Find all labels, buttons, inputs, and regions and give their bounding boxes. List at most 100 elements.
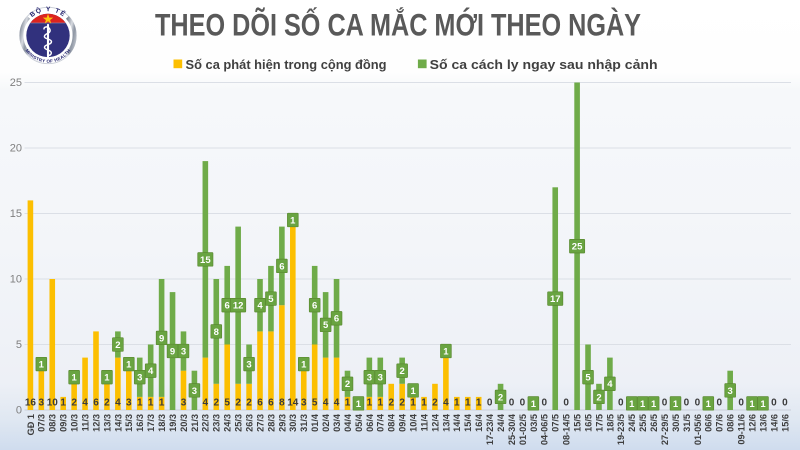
svg-text:0: 0 (487, 397, 493, 408)
svg-text:18/3: 18/3 (157, 414, 167, 432)
svg-text:2: 2 (115, 340, 120, 351)
svg-text:1: 1 (137, 397, 143, 408)
svg-text:1: 1 (104, 373, 110, 384)
svg-text:18/5: 18/5 (605, 414, 615, 432)
svg-text:8: 8 (279, 397, 285, 408)
svg-text:9: 9 (170, 346, 175, 357)
svg-text:26/3: 26/3 (244, 414, 254, 432)
svg-text:1: 1 (367, 397, 373, 408)
svg-text:0: 0 (542, 397, 548, 408)
svg-text:1: 1 (749, 399, 755, 410)
svg-text:6: 6 (93, 397, 99, 408)
svg-text:02/4: 02/4 (321, 413, 331, 432)
svg-text:4: 4 (443, 397, 449, 408)
svg-text:13/4: 13/4 (441, 413, 451, 432)
svg-text:10: 10 (10, 274, 22, 286)
svg-text:1: 1 (378, 397, 384, 408)
svg-text:15/6: 15/6 (780, 414, 790, 432)
svg-text:0: 0 (563, 397, 569, 408)
svg-text:1: 1 (159, 397, 165, 408)
svg-text:11/3: 11/3 (80, 414, 90, 431)
svg-text:4: 4 (82, 397, 88, 408)
svg-text:04-06/5: 04-06/5 (540, 414, 550, 445)
svg-text:1: 1 (410, 397, 416, 408)
svg-text:3: 3 (367, 373, 372, 384)
svg-text:2: 2 (71, 397, 77, 408)
svg-text:14: 14 (287, 397, 299, 408)
svg-text:16/3: 16/3 (135, 414, 145, 432)
svg-text:20/3: 20/3 (179, 414, 189, 432)
svg-text:6: 6 (257, 397, 263, 408)
svg-text:17/5: 17/5 (594, 414, 604, 432)
svg-text:26/5: 26/5 (649, 414, 659, 432)
svg-text:22/3: 22/3 (201, 414, 211, 432)
svg-text:Số ca phát hiện trong cộng đồn: Số ca phát hiện trong cộng đồng (186, 57, 387, 72)
svg-text:3: 3 (181, 397, 187, 408)
svg-text:27/3: 27/3 (255, 414, 265, 432)
svg-text:08-14/5: 08-14/5 (562, 414, 572, 445)
svg-text:16/5: 16/5 (583, 414, 593, 432)
svg-text:4: 4 (148, 366, 154, 377)
svg-text:15: 15 (200, 255, 211, 266)
svg-text:0: 0 (662, 397, 668, 408)
svg-text:09/3: 09/3 (59, 414, 69, 432)
svg-text:15/4: 15/4 (463, 413, 473, 432)
svg-text:07/3: 07/3 (37, 414, 47, 432)
svg-text:14/4: 14/4 (452, 413, 462, 432)
svg-text:2: 2 (498, 392, 503, 403)
svg-text:1: 1 (148, 397, 154, 408)
svg-text:THEO DÕI SỐ CA MẮC MỚI THEO NG: THEO DÕI SỐ CA MẮC MỚI THEO NGÀY (155, 6, 641, 42)
svg-text:04/4: 04/4 (343, 413, 353, 432)
svg-text:28/3: 28/3 (266, 414, 276, 432)
svg-text:3: 3 (192, 386, 197, 397)
svg-text:6: 6 (334, 314, 339, 325)
svg-text:6: 6 (312, 301, 317, 312)
svg-text:24/4: 24/4 (496, 413, 506, 432)
svg-text:6: 6 (268, 397, 274, 408)
svg-text:5: 5 (16, 339, 22, 351)
svg-text:10: 10 (47, 397, 59, 408)
svg-text:17: 17 (550, 294, 561, 305)
svg-text:07/6: 07/6 (715, 414, 725, 432)
svg-text:0: 0 (738, 397, 744, 408)
svg-text:12/6: 12/6 (747, 414, 757, 432)
svg-text:13/6: 13/6 (758, 414, 768, 432)
svg-text:1: 1 (345, 397, 351, 408)
svg-text:08/6: 08/6 (726, 414, 736, 432)
svg-text:2: 2 (104, 397, 110, 408)
svg-text:0: 0 (509, 397, 515, 408)
svg-text:23/3: 23/3 (212, 414, 222, 432)
svg-text:6: 6 (225, 301, 230, 312)
svg-text:1: 1 (421, 397, 427, 408)
svg-text:3: 3 (137, 373, 142, 384)
svg-text:10/4: 10/4 (408, 413, 418, 432)
svg-text:0: 0 (782, 397, 788, 408)
svg-text:9: 9 (159, 333, 164, 344)
svg-text:4: 4 (115, 397, 121, 408)
svg-text:25-30/4: 25-30/4 (507, 413, 517, 445)
svg-text:12: 12 (233, 301, 244, 312)
svg-text:15: 15 (10, 208, 22, 220)
svg-text:07/5: 07/5 (551, 414, 561, 432)
svg-text:2: 2 (388, 397, 394, 408)
svg-text:5: 5 (323, 320, 329, 331)
svg-text:25: 25 (572, 242, 583, 253)
svg-text:06/4: 06/4 (365, 413, 375, 432)
svg-text:1: 1 (454, 397, 460, 408)
svg-text:3: 3 (39, 397, 45, 408)
svg-text:2: 2 (596, 392, 601, 403)
svg-text:16/4: 16/4 (474, 413, 484, 432)
svg-text:24/3: 24/3 (223, 414, 233, 432)
svg-text:1: 1 (126, 360, 132, 371)
svg-text:0: 0 (716, 397, 722, 408)
svg-text:1: 1 (465, 397, 471, 408)
svg-text:8: 8 (214, 327, 219, 338)
svg-text:1: 1 (356, 399, 362, 410)
svg-text:3: 3 (378, 373, 383, 384)
svg-text:09-11/6: 09-11/6 (737, 414, 747, 445)
svg-text:5: 5 (585, 373, 591, 384)
svg-text:1: 1 (476, 397, 482, 408)
svg-text:1: 1 (673, 399, 679, 410)
svg-text:03/4: 03/4 (332, 413, 342, 432)
svg-text:5: 5 (312, 397, 318, 408)
